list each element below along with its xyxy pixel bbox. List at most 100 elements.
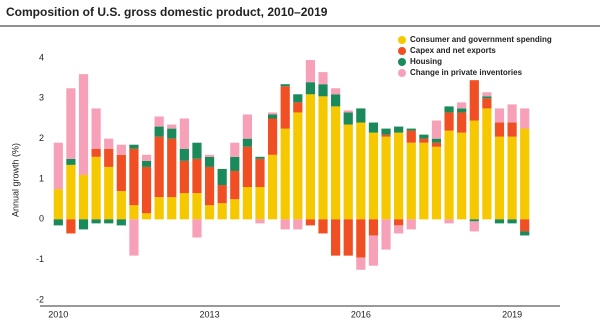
bar-segment	[494, 136, 505, 220]
bar-segment	[318, 96, 328, 220]
bar-segment	[381, 128, 391, 135]
bar-segment	[66, 219, 76, 234]
bar-segment	[331, 88, 341, 95]
bar-segment	[91, 156, 101, 220]
bar-segment	[255, 187, 265, 220]
bar-segment	[242, 138, 252, 147]
bar-segment	[318, 72, 328, 85]
bar-segment	[343, 112, 353, 125]
bar-segment	[78, 174, 89, 220]
bar-segment	[318, 219, 328, 234]
bar-segment	[204, 205, 215, 220]
bar-segment	[66, 88, 76, 159]
bar-segment	[116, 191, 126, 220]
bar-segment	[230, 170, 240, 200]
bar-segment	[129, 219, 139, 256]
bar-segment	[53, 219, 63, 226]
bar-segment	[179, 118, 189, 149]
bar-segment	[78, 74, 89, 175]
bar-segment	[167, 128, 177, 139]
bar-segment	[356, 219, 366, 258]
bar-segment	[179, 160, 189, 194]
bar-segment	[129, 148, 139, 206]
bar-segment	[104, 166, 114, 220]
bar-segment	[154, 126, 164, 137]
bar-segment	[293, 112, 303, 220]
bar-segment	[204, 166, 215, 206]
bar-segment	[469, 219, 479, 222]
bar-segment	[167, 197, 177, 220]
bar-segment	[520, 108, 530, 129]
bar-segment	[381, 134, 391, 137]
bar-segment	[116, 154, 126, 192]
bar-segment	[141, 166, 152, 214]
bar-segment	[293, 102, 303, 113]
bar-segment	[331, 94, 341, 107]
bar-segment	[520, 128, 530, 220]
y-tick-label: 0	[39, 214, 44, 224]
bar-segment	[457, 112, 467, 133]
bar-segment	[331, 219, 341, 256]
bar-segment	[280, 219, 290, 230]
bar-segment	[91, 219, 101, 224]
x-tick-label: 2010	[48, 309, 68, 319]
bar-segment	[431, 120, 442, 139]
bar-segment	[116, 144, 126, 155]
bar-segment	[419, 134, 429, 139]
bar-segment	[406, 130, 416, 143]
y-axis-label: Annual growth (%)	[10, 143, 20, 217]
legend-swatch	[398, 36, 406, 44]
bar-segment	[431, 142, 442, 147]
bar-segment	[457, 102, 467, 109]
bar-segment	[343, 219, 353, 256]
bar-segment	[494, 122, 505, 137]
bar-segment	[431, 138, 442, 143]
bar-segment	[444, 130, 454, 220]
bar-segment	[494, 108, 505, 123]
bar-segment	[368, 132, 379, 220]
bar-segment	[192, 219, 202, 238]
bar-segment	[154, 116, 164, 127]
bar-segment	[217, 168, 227, 186]
legend-swatch	[398, 69, 406, 77]
bar-segment	[368, 235, 379, 266]
bar-segment	[91, 108, 101, 149]
bar-segment	[167, 124, 177, 129]
bar-segment	[66, 164, 76, 220]
bar-segment	[331, 106, 341, 220]
bar-segment	[520, 219, 530, 232]
bar-segment	[343, 124, 353, 220]
legend-label: Housing	[410, 57, 442, 66]
bar-segment	[179, 148, 189, 161]
bar-segment	[141, 160, 152, 167]
bar-segment	[381, 219, 391, 250]
y-tick-label: 2	[39, 133, 44, 143]
bar-segment	[356, 108, 366, 123]
bar-segment	[507, 219, 517, 224]
bar-segment	[192, 158, 202, 194]
bar-segment	[255, 219, 265, 224]
legend-label: Capex and net exports	[410, 46, 496, 55]
bar-segment	[419, 138, 429, 143]
bar-segment	[280, 84, 290, 87]
bar-segment	[507, 122, 517, 137]
bar-segment	[318, 84, 328, 97]
bar-segment	[444, 112, 454, 131]
bar-segment	[104, 148, 114, 167]
bar-segment	[255, 156, 265, 159]
bar-segment	[394, 219, 404, 226]
bar-segment	[469, 120, 479, 220]
bar-segment	[141, 213, 152, 220]
legend-swatch	[398, 47, 406, 55]
y-tick-label: 3	[39, 93, 44, 103]
bar-segment	[267, 154, 278, 220]
bar-segment	[230, 142, 240, 157]
bar-segment	[242, 146, 252, 188]
bar-segment	[406, 142, 416, 220]
chart-title: Composition of U.S. gross domestic produ…	[6, 5, 328, 19]
legend-label: Consumer and government spending	[410, 35, 552, 44]
bar-segment	[267, 112, 278, 115]
legend-label: Change in private inventories	[410, 68, 523, 77]
bar-segment	[394, 225, 404, 234]
